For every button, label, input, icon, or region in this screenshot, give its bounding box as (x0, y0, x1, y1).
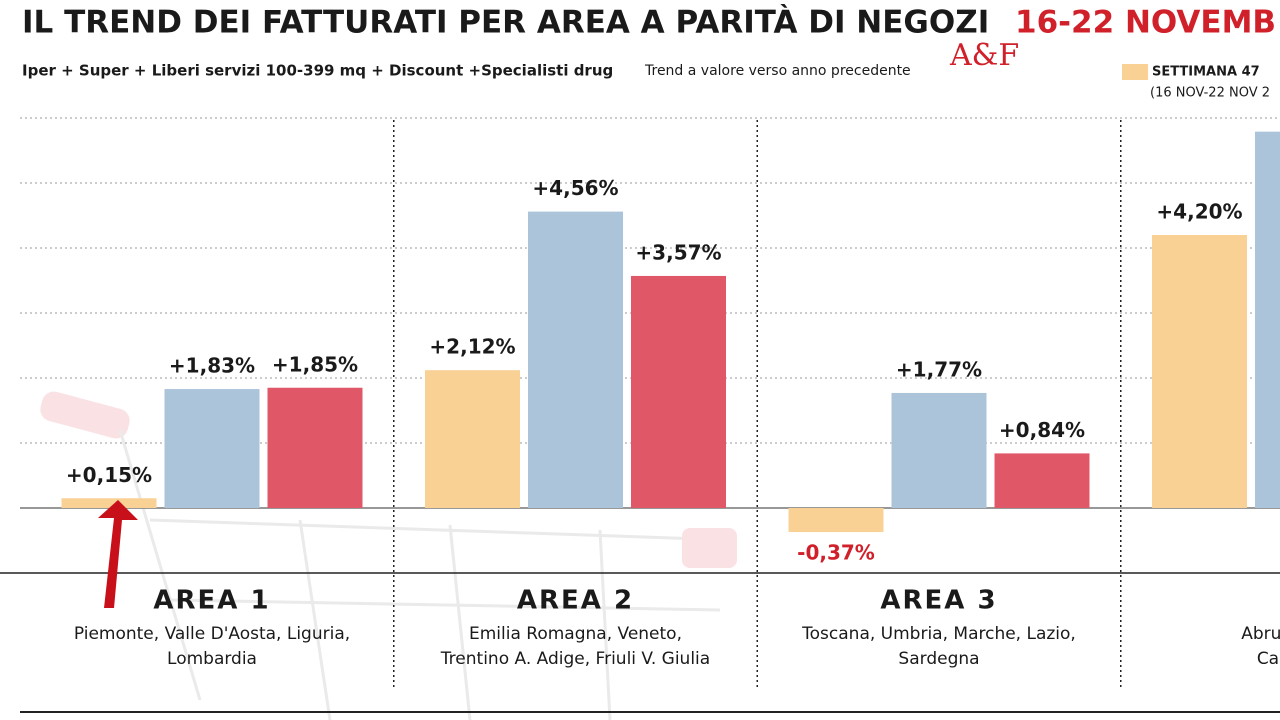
value-label: +3,57% (635, 240, 721, 264)
watermark: A&F (949, 38, 1019, 73)
value-label: +1,77% (896, 357, 982, 381)
region-label: Campania, (1257, 649, 1280, 669)
bar (267, 387, 363, 508)
note: Trend a valore verso anno precedente (644, 63, 911, 79)
subtitle: Iper + Super + Liberi servizi 100-399 mq… (22, 62, 613, 80)
arrow (98, 500, 138, 608)
legend-swatch (1122, 64, 1148, 80)
value-label: +1,85% (272, 352, 358, 376)
bar (788, 508, 884, 533)
region-label: Abruzzo, Molis (1241, 624, 1280, 644)
bar (164, 389, 260, 508)
bar (891, 392, 987, 508)
cart-decoration (40, 391, 737, 720)
bar (1152, 235, 1247, 508)
bar (425, 370, 520, 508)
region-label: Toscana, Umbria, Marche, Lazio, (801, 624, 1076, 644)
region-label: Piemonte, Valle D'Aosta, Liguria, (74, 624, 350, 644)
category-label: AREA 3 (880, 586, 997, 616)
bar (528, 211, 623, 508)
value-label: +2,12% (429, 335, 515, 359)
region-label: Trentino A. Adige, Friuli V. Giulia (440, 649, 710, 669)
legend-label: SETTIMANA 47 (1152, 65, 1260, 80)
category-label: AREA 1 (153, 586, 270, 616)
region-label: Lombardia (167, 649, 257, 669)
bar (994, 453, 1090, 508)
value-label: +4,56% (532, 176, 618, 200)
title-highlight: 16-22 NOVEMB (1015, 5, 1276, 41)
region-label: Sardegna (898, 649, 979, 669)
value-label: +0,15% (66, 463, 152, 487)
value-label: +1,83% (169, 354, 255, 378)
value-label: -0,37% (797, 541, 875, 565)
legend-note: (16 NOV-22 NOV 2 (1150, 86, 1270, 101)
value-label: +4,20% (1156, 200, 1242, 224)
region-label: Emilia Romagna, Veneto, (469, 624, 682, 644)
bar (61, 498, 157, 508)
title: IL TREND DEI FATTURATI PER AREA A PARITÀ… (22, 5, 989, 41)
category-label: AREA 2 (517, 586, 634, 616)
value-label: +0,84% (999, 418, 1085, 442)
bar (1255, 131, 1280, 508)
bar (631, 275, 726, 508)
